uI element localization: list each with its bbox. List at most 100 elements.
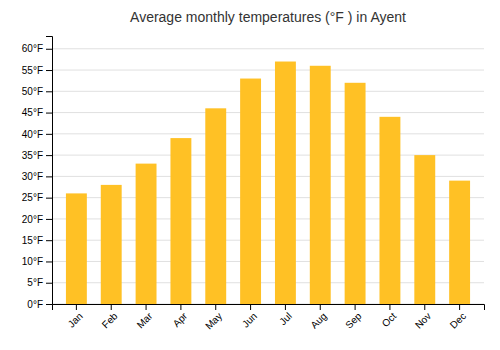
bar — [414, 155, 435, 304]
x-axis: Jan Feb Mar Apr May Jun Jul Aug Sep Oct Nov Dec — [53, 304, 485, 332]
y-tick-label: 55°F — [22, 65, 43, 76]
x-tick: Jun — [240, 304, 259, 330]
y-tick-label: 15°F — [22, 235, 43, 246]
grid — [52, 49, 484, 304]
y-tick-label: 5°F — [27, 277, 43, 288]
x-tick-label: Nov — [413, 310, 433, 330]
y-tick: 45°F — [22, 107, 52, 118]
y-tick-label: 0°F — [27, 299, 43, 310]
x-tick-label: Feb — [100, 310, 120, 330]
grid-line — [52, 112, 484, 113]
bar — [379, 117, 400, 304]
x-tick-mark — [459, 304, 460, 310]
grid-line — [52, 91, 484, 92]
y-tick-mark — [46, 70, 52, 71]
y-tick: 60°F — [22, 43, 52, 54]
y-tick-mark — [46, 261, 52, 262]
y-tick-label: 20°F — [22, 214, 43, 225]
x-tick-label: Jan — [66, 310, 85, 329]
y-tick-label: 10°F — [22, 256, 43, 267]
bar — [310, 66, 331, 304]
x-tick-label: May — [203, 310, 224, 331]
x-tick-mark — [285, 304, 286, 310]
x-tick-label: Oct — [380, 310, 399, 329]
x-tick-label: Jun — [240, 310, 259, 329]
x-tick: Sep — [343, 304, 364, 331]
y-tick-label: 25°F — [22, 192, 43, 203]
x-tick-mark — [215, 304, 216, 310]
grid-line — [52, 70, 484, 71]
x-tick-label: Sep — [343, 310, 364, 331]
y-tick: 10°F — [22, 256, 52, 267]
x-tick-label: Dec — [448, 310, 468, 330]
y-tick-label: 35°F — [22, 150, 43, 161]
x-tick: Apr — [171, 304, 190, 329]
y-tick: 5°F — [27, 277, 52, 288]
y-tick: 20°F — [22, 214, 52, 225]
bar — [101, 185, 122, 304]
x-axis-line — [53, 305, 485, 311]
x-tick-mark — [180, 304, 181, 310]
x-tick: Oct — [380, 304, 399, 329]
y-tick: 35°F — [22, 150, 52, 161]
bar — [449, 181, 470, 304]
y-tick-mark — [46, 91, 52, 92]
y-tick: 55°F — [22, 65, 52, 76]
x-tick-mark — [320, 304, 321, 310]
x-tick-mark — [76, 304, 77, 310]
chart: 0°F 5°F 10°F 15°F 20°F 25°F 30°F 35°F 40°F 45°F 50… — [0, 0, 500, 350]
x-tick: Feb — [100, 304, 120, 330]
x-tick-mark — [355, 304, 356, 310]
plot-area: 0°F 5°F 10°F 15°F 20°F 25°F 30°F 35°F 40°F 45°F 50… — [22, 37, 485, 332]
grid-line — [52, 133, 484, 134]
y-tick-label: 40°F — [22, 129, 43, 140]
y-tick: 0°F — [27, 299, 52, 310]
x-tick-mark — [250, 304, 251, 310]
x-tick: Nov — [413, 304, 433, 331]
y-tick-mark — [46, 240, 52, 241]
y-tick-mark — [46, 155, 52, 156]
bar — [136, 164, 157, 304]
x-tick: Jul — [277, 304, 294, 327]
bar — [275, 62, 296, 304]
y-axis-line — [46, 37, 53, 305]
bar — [205, 108, 226, 304]
y-tick: 40°F — [22, 129, 52, 140]
x-tick: Mar — [135, 304, 155, 330]
x-tick: Jan — [66, 304, 85, 330]
bars — [66, 62, 470, 304]
x-tick: Aug — [308, 304, 328, 331]
x-tick: May — [203, 304, 224, 332]
y-tick: 25°F — [22, 192, 52, 203]
y-tick-label: 50°F — [22, 86, 43, 97]
y-tick: 30°F — [22, 171, 52, 182]
bar — [240, 79, 261, 304]
y-tick-label: 45°F — [22, 107, 43, 118]
y-tick-mark — [46, 113, 52, 114]
y-tick-mark — [46, 134, 52, 135]
x-tick-mark — [111, 304, 112, 310]
y-tick: 15°F — [22, 235, 52, 246]
x-tick-label: Jul — [277, 310, 294, 327]
y-tick-label: 60°F — [22, 43, 43, 54]
y-tick-label: 30°F — [22, 171, 43, 182]
x-tick-label: Apr — [171, 310, 190, 329]
x-tick-mark — [146, 304, 147, 310]
y-tick-mark — [46, 283, 52, 284]
x-tick-mark — [424, 304, 425, 310]
title: Average monthly temperatures (°F ) in Ay… — [130, 9, 406, 25]
y-tick-mark — [46, 219, 52, 220]
x-tick: Dec — [448, 304, 468, 331]
bar — [66, 193, 87, 304]
y-axis: 0°F 5°F 10°F 15°F 20°F 25°F 30°F 35°F 40°F 45°F 50… — [22, 37, 53, 310]
x-tick-mark — [389, 304, 390, 310]
bar — [170, 138, 191, 304]
y-tick: 50°F — [22, 86, 52, 97]
y-tick-mark — [46, 49, 52, 50]
x-tick-label: Mar — [135, 310, 155, 330]
grid-line — [52, 48, 484, 49]
y-tick-mark — [46, 176, 52, 177]
x-tick-label: Aug — [308, 310, 328, 330]
y-tick-mark — [46, 304, 52, 305]
bar — [345, 83, 366, 304]
